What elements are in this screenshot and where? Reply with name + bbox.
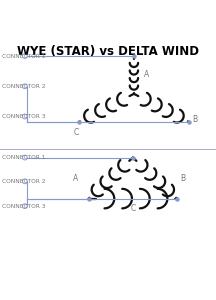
Text: B: B <box>192 115 197 124</box>
Text: CONNECTOR 2: CONNECTOR 2 <box>2 84 46 89</box>
Text: WYE (STAR) vs DELTA WIND: WYE (STAR) vs DELTA WIND <box>17 45 199 58</box>
Text: CONNECTOR 2: CONNECTOR 2 <box>2 179 46 184</box>
Text: B: B <box>180 174 186 183</box>
Text: A: A <box>73 174 78 183</box>
Text: CONNECTOR 3: CONNECTOR 3 <box>2 204 46 209</box>
Text: CONNECTOR 1: CONNECTOR 1 <box>2 155 46 160</box>
Text: C: C <box>130 204 135 213</box>
Text: A: A <box>144 70 149 80</box>
Text: C: C <box>74 128 79 137</box>
Text: CONNECTOR 1: CONNECTOR 1 <box>2 53 46 58</box>
Text: CONNECTOR 3: CONNECTOR 3 <box>2 114 46 119</box>
